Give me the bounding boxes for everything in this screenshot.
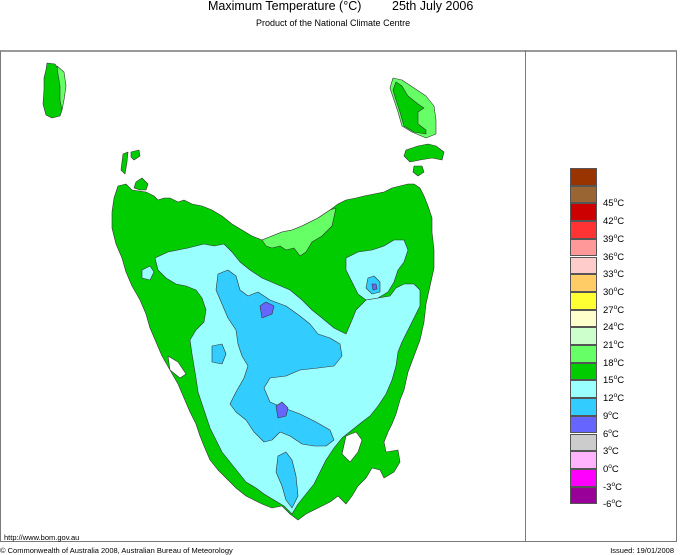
temp-band-6-9-central (215, 269, 343, 447)
legend-swatch (570, 468, 597, 487)
legend-swatch (570, 238, 597, 257)
legend-label: 24oC (603, 321, 625, 334)
legend-swatch (570, 327, 597, 345)
legend-label: 6oC (603, 427, 619, 440)
legend-swatch (570, 380, 597, 399)
temp-band-9-12-central (154, 243, 421, 515)
legend-swatch (570, 185, 597, 204)
legend-label: 0oC (603, 462, 619, 475)
legend-label: 15oC (603, 374, 625, 387)
clarke-island (412, 165, 425, 177)
legend-swatch (570, 433, 597, 452)
legend-swatch (570, 309, 597, 328)
temp-band-6-9-south (275, 451, 299, 509)
legend-swatch (570, 256, 597, 275)
temp-band-9-12-northeast (345, 239, 409, 301)
legend-label: 18oC (603, 356, 625, 369)
legend-label: 42oC (603, 215, 625, 228)
legend-label: -3oC (603, 480, 622, 493)
legend-label: -6oC (603, 498, 622, 511)
legend-label: 21oC (603, 339, 625, 351)
legend-swatch (570, 362, 597, 381)
legend-label: 3oC (603, 445, 619, 458)
legend-label: 39oC (603, 232, 625, 245)
cold-spot-west (141, 265, 155, 281)
legend-swatch (570, 221, 597, 239)
legend-swatch (570, 274, 597, 292)
temp-band-3-6-central (275, 401, 289, 419)
chart-title: Maximum Temperature (°C) 25th July 2006 (0, 0, 680, 20)
north-coast-warm-band (261, 207, 337, 257)
hunter-island (120, 151, 129, 175)
legend-swatch (570, 486, 597, 505)
legend-swatch (570, 415, 597, 434)
legend-swatch (570, 398, 597, 416)
robbins-island (133, 177, 149, 191)
source-url[interactable]: http://www.bom.gov.au (4, 533, 80, 542)
tasmania-temperature-map (42, 62, 445, 521)
legend-label: 33oC (603, 268, 625, 281)
legend-swatch (570, 291, 597, 310)
legend-divider (525, 50, 526, 542)
title-variable: Maximum Temperature (°C) (208, 0, 362, 13)
map-frame (0, 50, 677, 542)
temp-band-3-6-north (259, 301, 275, 319)
legend-label: 45oC (603, 197, 625, 210)
subtitle: Product of the National Climate Centre (256, 18, 411, 28)
legend-label: 9oC (603, 409, 619, 422)
legend-label: 36oC (603, 250, 625, 263)
legend-label: 30oC (603, 285, 625, 298)
title-date: 25th July 2006 (392, 0, 474, 13)
storm-bay (341, 431, 363, 463)
three-hummock-island (130, 149, 141, 161)
temp-band-6-9-west (211, 343, 227, 365)
cape-barren-island (403, 143, 445, 163)
legend-label: 12oC (603, 392, 625, 405)
legend-label: 27oC (603, 303, 625, 316)
macquarie-harbour (167, 355, 187, 379)
flinders-island-inner (392, 81, 427, 135)
king-island-east-band (56, 65, 67, 111)
issued-date: Issued: 19/01/2008 (610, 546, 674, 555)
legend-swatch (570, 451, 597, 469)
legend-swatch (570, 345, 597, 363)
legend-swatch (570, 203, 597, 222)
temp-band-3-6-northeast (371, 283, 378, 291)
copyright-notice: © Commonwealth of Australia 2008, Austra… (0, 546, 233, 555)
legend-swatch (570, 168, 597, 186)
